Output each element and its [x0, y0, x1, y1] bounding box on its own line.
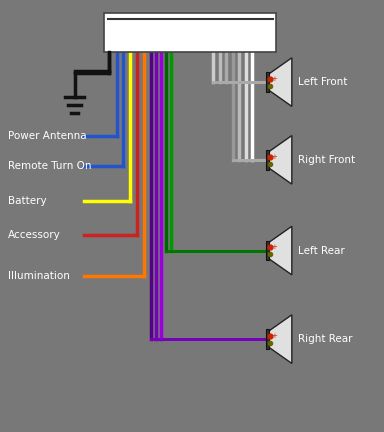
- Polygon shape: [269, 226, 292, 275]
- Text: +: +: [271, 76, 278, 82]
- Text: Right Rear: Right Rear: [298, 334, 352, 344]
- Text: Battery: Battery: [8, 196, 46, 206]
- Polygon shape: [269, 58, 292, 106]
- Text: Left Front: Left Front: [298, 77, 347, 87]
- Bar: [104, 13, 276, 52]
- Polygon shape: [269, 136, 292, 184]
- Text: +: +: [271, 245, 278, 250]
- Bar: [266, 241, 269, 260]
- Text: Power Antenna: Power Antenna: [8, 131, 86, 141]
- Text: Accessory: Accessory: [8, 230, 60, 241]
- Text: +: +: [271, 333, 278, 339]
- Polygon shape: [269, 315, 292, 363]
- Bar: [266, 330, 269, 349]
- Bar: [266, 72, 269, 92]
- Text: +: +: [271, 154, 278, 159]
- Bar: [266, 150, 269, 170]
- Text: Right Front: Right Front: [298, 155, 355, 165]
- Text: Left Rear: Left Rear: [298, 245, 344, 256]
- Text: Illumination: Illumination: [8, 271, 70, 282]
- Text: Remote Turn On: Remote Turn On: [8, 161, 91, 172]
